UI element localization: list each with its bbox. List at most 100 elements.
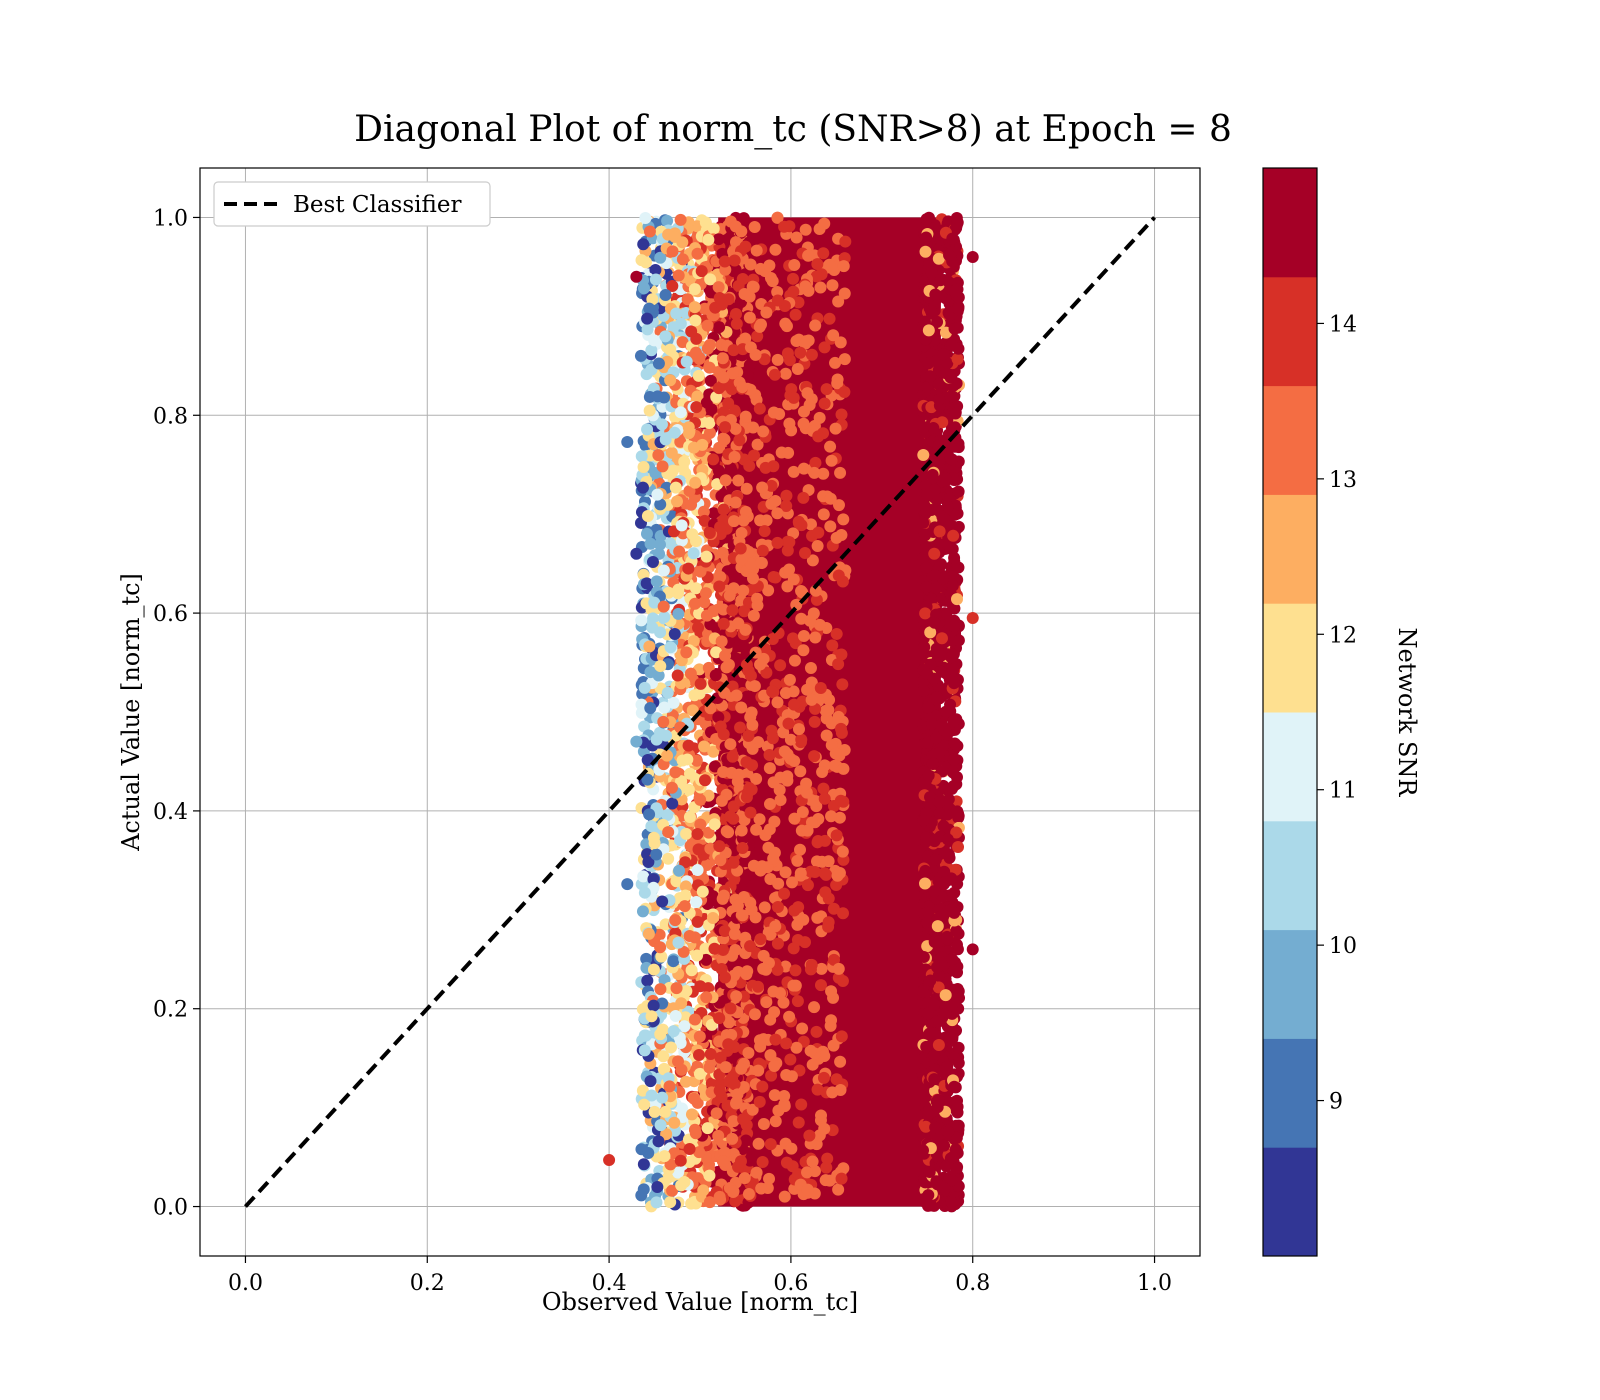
- scatter-point: [661, 214, 674, 227]
- scatter-point: [643, 808, 656, 821]
- scatter-point: [692, 843, 705, 856]
- scatter-point: [713, 1084, 726, 1097]
- scatter-point: [738, 1172, 751, 1185]
- scatter-point: [825, 810, 838, 823]
- y-axis-ticks: 0.00.20.40.60.81.0: [153, 206, 200, 1221]
- plot-area: [199, 167, 1201, 1257]
- scatter-point: [935, 632, 948, 645]
- scatter-point: [703, 361, 716, 374]
- scatter-point: [812, 526, 825, 539]
- scatter-point: [688, 301, 701, 314]
- scatter-point: [922, 324, 935, 337]
- scatter-point: [763, 259, 776, 272]
- scatter-point: [943, 249, 956, 262]
- scatter-point: [808, 1001, 821, 1014]
- scatter-point: [767, 776, 780, 789]
- scatter-point: [928, 835, 941, 848]
- scatter-point: [740, 968, 753, 981]
- scatter-point: [679, 1075, 692, 1088]
- scatter-point: [782, 717, 795, 730]
- scatter-point: [806, 1155, 819, 1168]
- scatter-point: [771, 901, 784, 914]
- scatter-point: [767, 571, 780, 584]
- scatter-point: [783, 417, 796, 430]
- scatter-point: [658, 701, 671, 714]
- scatter-point: [665, 781, 678, 794]
- scatter-point: [693, 1048, 706, 1061]
- scatter-point: [948, 677, 961, 690]
- scatter-point: [922, 1108, 935, 1121]
- scatter-point: [682, 783, 695, 796]
- scatter-point: [751, 599, 764, 612]
- scatter-point: [811, 258, 824, 271]
- scatter-point: [941, 833, 954, 846]
- scatter-point: [838, 353, 851, 366]
- scatter-point: [921, 1007, 934, 1020]
- scatter-point: [783, 673, 796, 686]
- scatter-point: [931, 1101, 944, 1114]
- scatter-point: [790, 1041, 803, 1054]
- scatter-point: [709, 669, 722, 682]
- scatter-point: [660, 729, 673, 742]
- scatter-point: [796, 1022, 809, 1035]
- scatter-point: [634, 349, 647, 362]
- scatter-point: [811, 1083, 824, 1096]
- scatter-point: [812, 835, 825, 848]
- scatter-point: [630, 547, 643, 560]
- scatter-point: [766, 685, 779, 698]
- scatter-point: [750, 823, 763, 836]
- scatter-point: [827, 902, 840, 915]
- scatter-point: [734, 542, 747, 555]
- scatter-point: [769, 243, 782, 256]
- scatter-point: [726, 1132, 739, 1145]
- scatter-point: [641, 509, 654, 522]
- scatter-point: [675, 519, 688, 532]
- scatter-point: [950, 211, 963, 224]
- scatter-point: [771, 294, 784, 307]
- scatter-point: [763, 748, 776, 761]
- scatter-point: [645, 1010, 658, 1023]
- scatter-point: [685, 325, 698, 338]
- scatter-point: [942, 1125, 955, 1138]
- scatter-point: [643, 225, 656, 238]
- scatter-point: [764, 1013, 777, 1026]
- scatter-point: [747, 421, 760, 434]
- scatter-point: [702, 233, 715, 246]
- scatter-point: [795, 612, 808, 625]
- chart-title: Diagonal Plot of norm_tc (SNR>8) at Epoc…: [354, 109, 1232, 150]
- scatter-point: [924, 370, 937, 383]
- scatter-point: [948, 886, 961, 899]
- scatter-point: [938, 1182, 951, 1195]
- colorbar-segment: [1263, 168, 1317, 278]
- scatter-point: [823, 258, 836, 271]
- scatter-point: [645, 820, 658, 833]
- scatter-point: [753, 1095, 766, 1108]
- scatter-point: [922, 769, 935, 782]
- scatter-point: [722, 826, 735, 839]
- scatter-point: [754, 933, 767, 946]
- scatter-point: [700, 609, 713, 622]
- scatter-point: [826, 279, 839, 292]
- scatter-point: [760, 514, 773, 527]
- scatter-point: [824, 520, 837, 533]
- scatter-point: [707, 222, 720, 235]
- scatter-point: [818, 1122, 831, 1135]
- scatter-point: [636, 481, 649, 494]
- scatter-point: [703, 527, 716, 540]
- scatter-point: [746, 742, 759, 755]
- scatter-point: [928, 1049, 941, 1062]
- scatter-point: [763, 823, 776, 836]
- scatter-point: [803, 1129, 816, 1142]
- scatter-point: [723, 589, 736, 602]
- scatter-point: [719, 1061, 732, 1074]
- scatter-point: [699, 587, 712, 600]
- scatter-point: [917, 951, 930, 964]
- scatter-point: [752, 1137, 765, 1150]
- scatter-point: [949, 421, 962, 434]
- scatter-point: [715, 794, 728, 807]
- scatter-point: [743, 782, 756, 795]
- scatter-point: [648, 334, 661, 347]
- scatter-point: [919, 607, 932, 620]
- scatter-point: [662, 826, 675, 839]
- scatter-point: [827, 329, 840, 342]
